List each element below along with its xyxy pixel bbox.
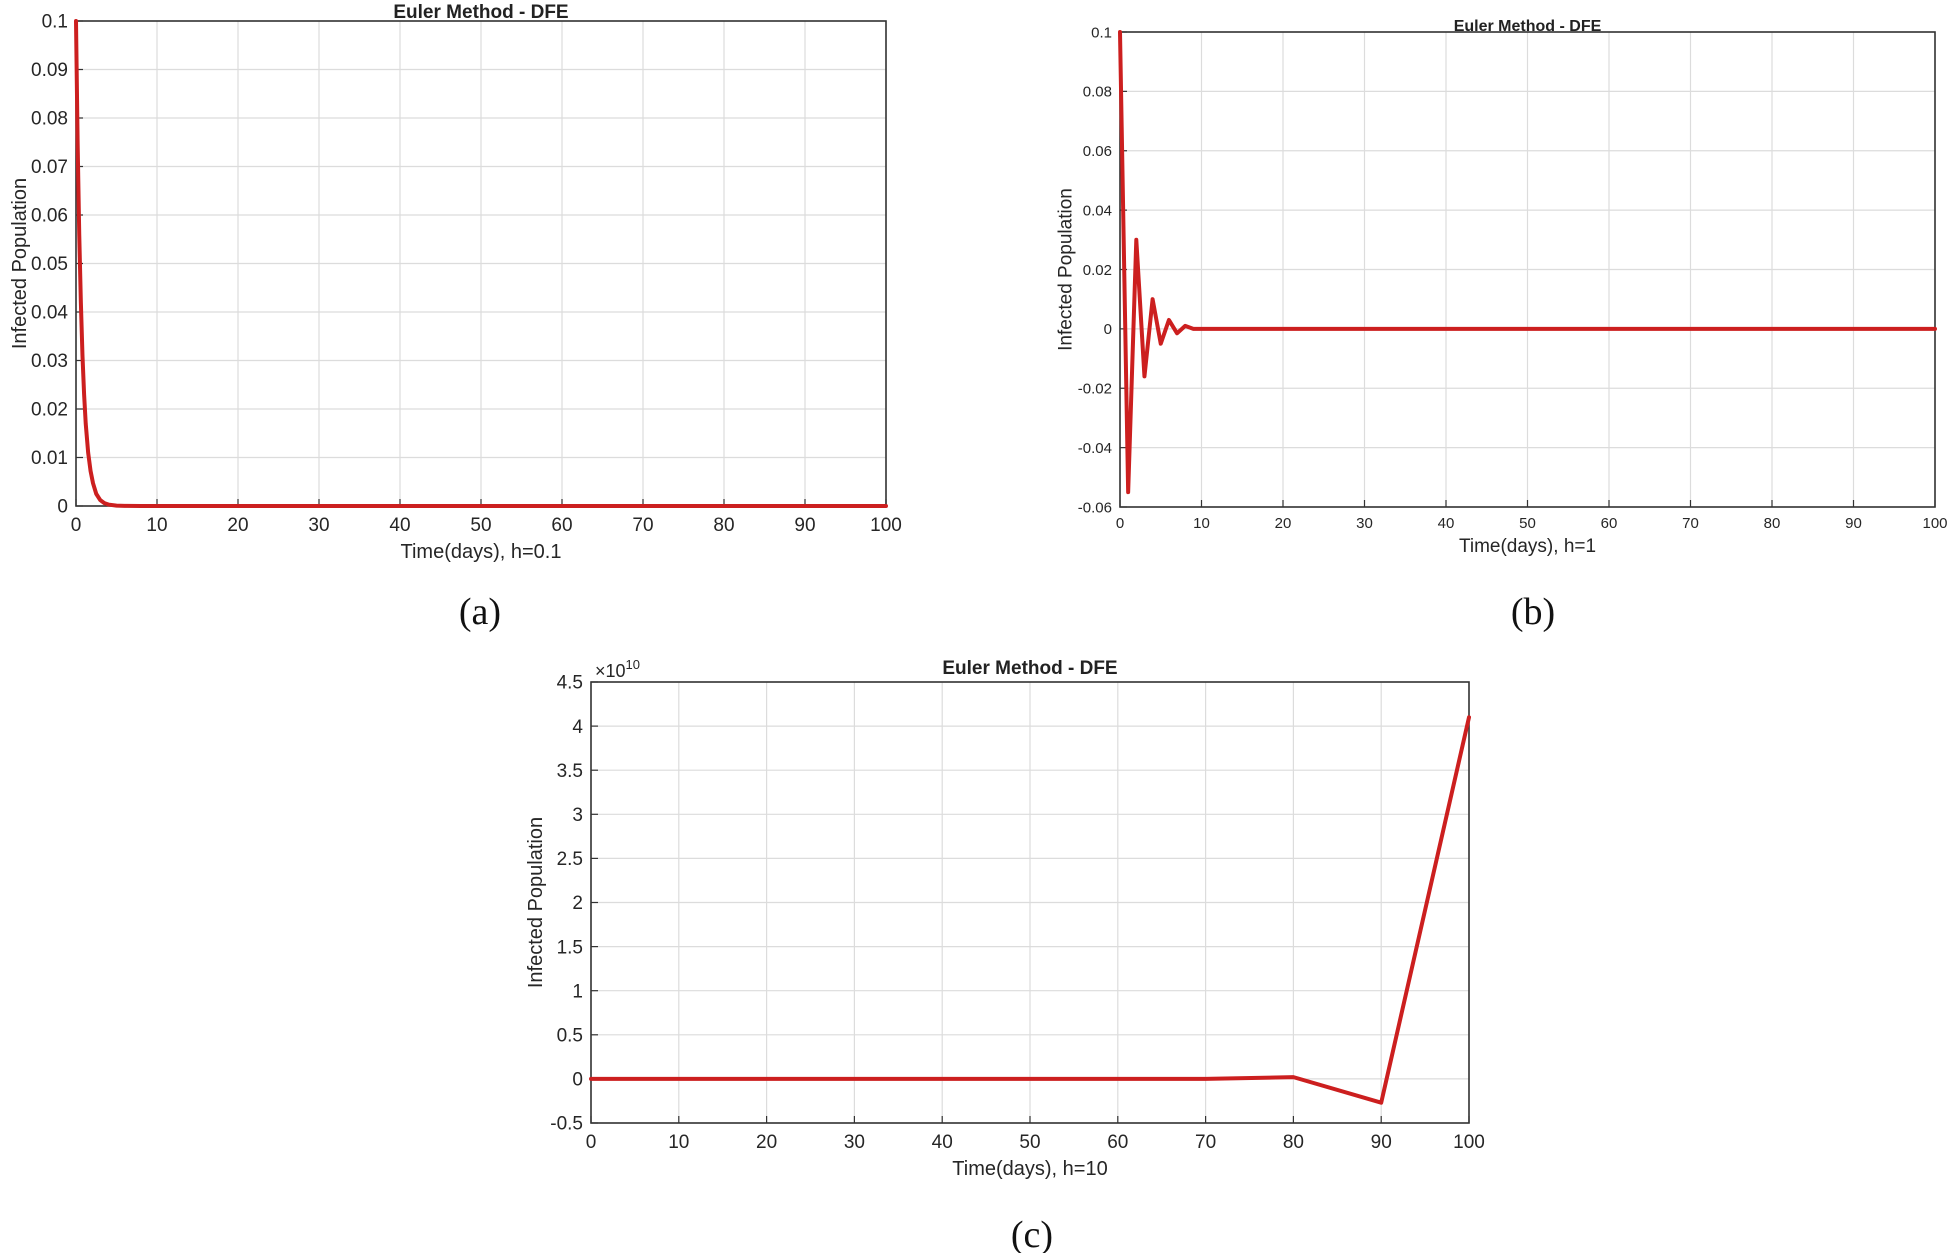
series-line-a	[74, 19, 888, 508]
y-tick-label: 4	[572, 717, 583, 738]
x-tick-label: 20	[756, 1132, 777, 1153]
panel-b: Euler Method - DFE Time(days), h=1 Infec…	[1055, 18, 1947, 633]
y-tick-label: 0.01	[31, 448, 68, 469]
x-tick-label: 0	[1116, 515, 1124, 532]
caption-a: (a)	[459, 591, 501, 633]
y-tick-label: 0.08	[31, 109, 68, 130]
y-axis-exponent-c: ×1010	[595, 657, 640, 681]
exponent-power-c: 10	[626, 657, 640, 672]
x-tick-label: 70	[632, 515, 653, 536]
x-tick-label: 80	[713, 515, 734, 536]
y-tick-label: 0.07	[31, 157, 68, 178]
y-axis-label-b: Infected Population	[1055, 188, 1076, 351]
x-tick-label: 0	[71, 515, 82, 536]
y-tick-label: 2	[572, 893, 583, 914]
x-tick-label: 80	[1283, 1132, 1304, 1153]
x-tick-label: 100	[870, 515, 902, 536]
x-tick-label: 0	[586, 1132, 597, 1153]
y-tick-label: 0.05	[31, 254, 68, 275]
x-tick-label: 90	[794, 515, 815, 536]
x-tick-label: 30	[1356, 515, 1373, 532]
panel-c: Euler Method - DFE Time(days), h=10 Infe…	[525, 657, 1485, 1253]
y-axis-label-a: Infected Population	[9, 178, 31, 349]
x-tick-label: 40	[389, 515, 410, 536]
series-line-c	[589, 715, 1471, 1105]
chart-title-c: Euler Method - DFE	[942, 658, 1117, 679]
exponent-base-c: ×10	[595, 661, 626, 681]
y-tick-label: 0	[57, 497, 68, 518]
x-tick-label: 100	[1453, 1132, 1485, 1153]
x-tick-label: 40	[932, 1132, 953, 1153]
chart-title-a: Euler Method - DFE	[393, 2, 568, 23]
y-tick-label: -0.5	[550, 1114, 583, 1135]
y-tick-label: 0	[1104, 321, 1112, 338]
y-tick-label: 0.03	[31, 351, 68, 372]
series-line-b	[1118, 30, 1937, 495]
x-tick-label: 80	[1764, 515, 1781, 532]
x-tick-label: 60	[551, 515, 572, 536]
x-tick-label: 100	[1922, 515, 1947, 532]
y-tick-label: 1.5	[557, 937, 583, 958]
x-tick-label: 10	[1193, 515, 1210, 532]
y-tick-label: 0.5	[557, 1025, 583, 1046]
x-tick-label: 60	[1107, 1132, 1128, 1153]
x-tick-label: 90	[1845, 515, 1862, 532]
x-tick-label: 30	[308, 515, 329, 536]
y-tick-label: 0.06	[1083, 143, 1112, 160]
y-tick-label: 0.04	[31, 303, 68, 324]
x-tick-label: 20	[227, 515, 248, 536]
x-tick-label: 70	[1195, 1132, 1216, 1153]
x-tick-label: 10	[146, 515, 167, 536]
x-tick-label: 50	[1519, 515, 1536, 532]
x-tick-label: 10	[668, 1132, 689, 1153]
y-tick-label: 2.5	[557, 849, 583, 870]
x-tick-label: 60	[1601, 515, 1618, 532]
y-tick-label: 3.5	[557, 761, 583, 782]
chart-title-b: Euler Method - DFE	[1454, 18, 1602, 35]
caption-c: (c)	[1011, 1214, 1053, 1253]
y-tick-label: 0.08	[1083, 84, 1112, 101]
x-axis-label-a: Time(days), h=0.1	[401, 541, 562, 563]
x-tick-label: 50	[470, 515, 491, 536]
y-tick-label: 0.1	[1091, 24, 1112, 41]
x-tick-label: 20	[1275, 515, 1292, 532]
x-tick-label: 50	[1019, 1132, 1040, 1153]
y-tick-label: 0.09	[31, 60, 68, 81]
y-tick-label: 0.02	[31, 400, 68, 421]
y-tick-label: 4.5	[557, 673, 583, 694]
y-tick-label: -0.02	[1078, 381, 1112, 398]
y-axis-label-c: Infected Population	[525, 817, 547, 988]
panel-a: Euler Method - DFE Time(days), h=0.1 Inf…	[9, 2, 902, 633]
x-tick-label: 70	[1682, 515, 1699, 532]
x-axis-label-c: Time(days), h=10	[952, 1158, 1107, 1180]
caption-b: (b)	[1511, 591, 1555, 633]
y-tick-label: -0.04	[1078, 440, 1112, 457]
y-tick-label: 1	[572, 981, 583, 1002]
x-tick-label: 90	[1371, 1132, 1392, 1153]
y-tick-label: 0.06	[31, 206, 68, 227]
y-tick-label: 0	[572, 1070, 583, 1091]
y-tick-label: 0.02	[1083, 262, 1112, 279]
x-tick-label: 30	[844, 1132, 865, 1153]
y-tick-label: 3	[572, 805, 583, 826]
y-tick-label: -0.06	[1078, 499, 1112, 516]
y-tick-label: 0.04	[1083, 202, 1112, 219]
x-tick-label: 40	[1438, 515, 1455, 532]
x-axis-label-b: Time(days), h=1	[1459, 536, 1596, 557]
y-tick-label: 0.1	[42, 12, 68, 33]
